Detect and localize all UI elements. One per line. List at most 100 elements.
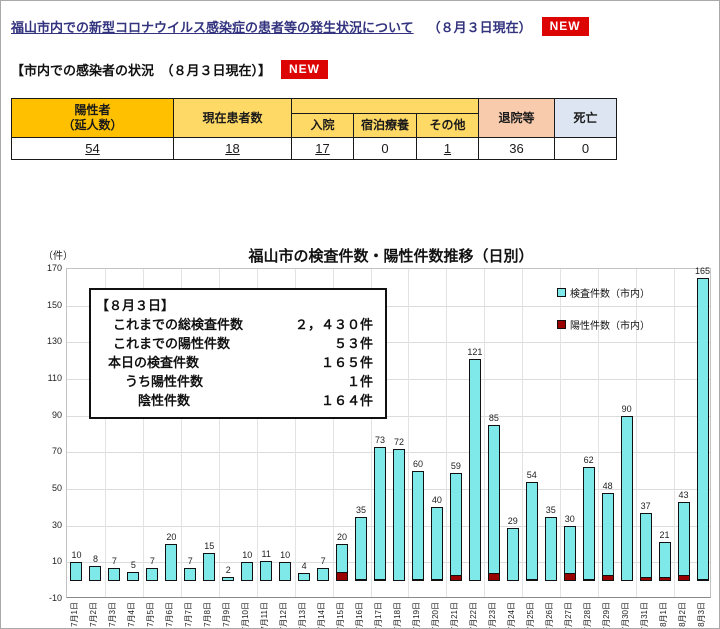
test-count-bar bbox=[620, 415, 633, 581]
positive-count-bar bbox=[677, 575, 690, 581]
test-count-bar bbox=[260, 560, 273, 581]
new-badge: NEW bbox=[541, 17, 589, 36]
col-header-current-patients: 現在患者数 bbox=[173, 98, 292, 138]
page-title-link[interactable]: 福山市内での新型コロナウイルス感染症の患者等の発生状況について bbox=[11, 20, 414, 35]
gridline bbox=[598, 269, 599, 597]
x-tick-label: 7月18日 bbox=[392, 602, 402, 629]
positive-count-bar bbox=[487, 573, 500, 581]
current-patients-link[interactable]: 18 bbox=[225, 141, 240, 156]
bar-value-label: 21 bbox=[659, 530, 670, 541]
positive-count-bar bbox=[336, 571, 349, 581]
value-hospitalized: 17 bbox=[291, 137, 354, 160]
gridline bbox=[67, 379, 710, 380]
section-subtitle-line: 【市内での感染者の状況 （８月３日現在）】 NEW bbox=[11, 60, 329, 79]
positive-count-bar bbox=[355, 578, 368, 581]
positive-total-link[interactable]: 54 bbox=[85, 141, 100, 156]
gridline bbox=[560, 269, 561, 597]
test-count-bar bbox=[525, 481, 538, 581]
infobox-title: 【８月３日】 bbox=[96, 298, 175, 313]
gridline bbox=[446, 269, 447, 597]
y-tick-label: 110 bbox=[47, 373, 62, 383]
bar-value-label: 121 bbox=[467, 346, 483, 357]
positive-count-bar bbox=[658, 577, 671, 581]
test-count-bar bbox=[222, 577, 235, 581]
legend-label-positives: 陽性件数（市内） bbox=[570, 321, 650, 332]
y-tick-label: 90 bbox=[51, 409, 62, 420]
gridline bbox=[219, 269, 220, 597]
test-count-bar bbox=[89, 566, 102, 581]
x-tick-label: 7月10日 bbox=[241, 602, 251, 629]
test-count-bar bbox=[127, 571, 140, 581]
plot-area: 10 8 7 5 7 20 7 15 2 10 11 10 4 7 20 35 73 72 60 40 59 121 85 2… bbox=[66, 266, 711, 598]
value-hotel-care: 0 bbox=[353, 137, 417, 160]
test-count-bar bbox=[374, 446, 386, 581]
infobox-row: 本日の検査件数 １６５件 bbox=[108, 355, 373, 370]
bar-value-label: 72 bbox=[393, 436, 404, 447]
x-tick-label: 7月19日 bbox=[411, 602, 421, 629]
x-tick-label: 7月7日 bbox=[184, 602, 194, 627]
bar-value-label: 10 bbox=[280, 550, 291, 561]
y-tick-label: 50 bbox=[51, 483, 62, 493]
gridline bbox=[408, 269, 409, 597]
positive-count-bar bbox=[411, 578, 424, 581]
gridline bbox=[371, 269, 372, 597]
y-tick-label: 130 bbox=[46, 336, 62, 347]
value-deaths: 0 bbox=[554, 137, 617, 160]
test-count-bar bbox=[658, 542, 671, 581]
value-positive-total: 54 bbox=[11, 137, 174, 160]
gridline bbox=[105, 269, 106, 597]
bar-value-label: 30 bbox=[564, 513, 575, 524]
hospitalized-link[interactable]: 17 bbox=[315, 141, 330, 156]
other-link[interactable]: 1 bbox=[443, 141, 452, 156]
x-tick-label: 7月14日 bbox=[317, 602, 327, 629]
gridline bbox=[674, 269, 675, 597]
positives-swatch-icon bbox=[557, 320, 566, 329]
bar-value-label: 90 bbox=[621, 403, 632, 414]
gridline bbox=[522, 269, 523, 597]
bar-value-label: 10 bbox=[242, 550, 253, 561]
test-count-bar bbox=[506, 527, 519, 581]
value-current-patients: 18 bbox=[173, 137, 292, 160]
x-tick-label: 7月24日 bbox=[506, 602, 516, 629]
col-header-hotel-care: 宿泊療養 bbox=[353, 113, 417, 138]
bar-value-label: 165 bbox=[694, 266, 711, 277]
col-header-positive-total: 陽性者 （延人数） bbox=[11, 98, 174, 138]
bar-value-label: 60 bbox=[412, 458, 423, 469]
bar-value-label: 54 bbox=[526, 469, 537, 480]
daily-tests-chart: （件） 福山市の検査件数・陽性件数推移（日別） 10 8 7 5 7 20 7 15 2 10 11… bbox=[1, 241, 719, 629]
x-tick-label: 8月3日 bbox=[696, 602, 706, 627]
test-count-bar bbox=[355, 516, 368, 581]
test-count-bar bbox=[696, 278, 709, 581]
col-header-discharged: 退院等 bbox=[478, 98, 555, 138]
positive-count-bar bbox=[639, 577, 652, 581]
test-count-bar bbox=[487, 424, 500, 581]
bar-value-label: 10 bbox=[71, 550, 82, 561]
case-summary-table: 陽性者 （延人数） 現在患者数 退院等 死亡 入院 宿泊療養 その他 54 18… bbox=[11, 98, 617, 160]
bar-value-label: 20 bbox=[337, 532, 348, 542]
x-tick-label: 7月29日 bbox=[601, 602, 611, 629]
page-title-line: 福山市内での新型コロナウイルス感染症の患者等の発生状況について （８月３日現在） N… bbox=[11, 17, 589, 36]
x-tick-label: 7月31日 bbox=[639, 602, 649, 629]
tests-swatch-icon bbox=[557, 288, 566, 297]
x-tick-label: 8月1日 bbox=[658, 602, 668, 627]
legend-item-tests: 検査件数（市内） bbox=[557, 285, 650, 300]
bar-value-label: 15 bbox=[204, 541, 215, 552]
value-discharged: 36 bbox=[478, 137, 555, 160]
gridline bbox=[143, 269, 144, 597]
test-count-bar bbox=[108, 567, 121, 581]
x-tick-label: 7月2日 bbox=[89, 602, 99, 627]
infobox-row: 陰性件数 １６４件 bbox=[138, 393, 373, 408]
bar-value-label: 7 bbox=[320, 555, 326, 566]
col-header-deaths: 死亡 bbox=[554, 98, 617, 138]
x-tick-label: 7月22日 bbox=[468, 602, 478, 629]
x-tick-label: 7月30日 bbox=[620, 602, 630, 629]
gridline bbox=[181, 269, 182, 597]
x-tick-label: 7月8日 bbox=[203, 602, 213, 627]
test-count-bar bbox=[639, 512, 652, 581]
gridline bbox=[484, 269, 485, 597]
test-count-bar bbox=[468, 358, 481, 581]
test-count-bar bbox=[601, 492, 614, 581]
bar-value-label: 73 bbox=[374, 434, 385, 445]
test-count-bar bbox=[70, 562, 83, 581]
